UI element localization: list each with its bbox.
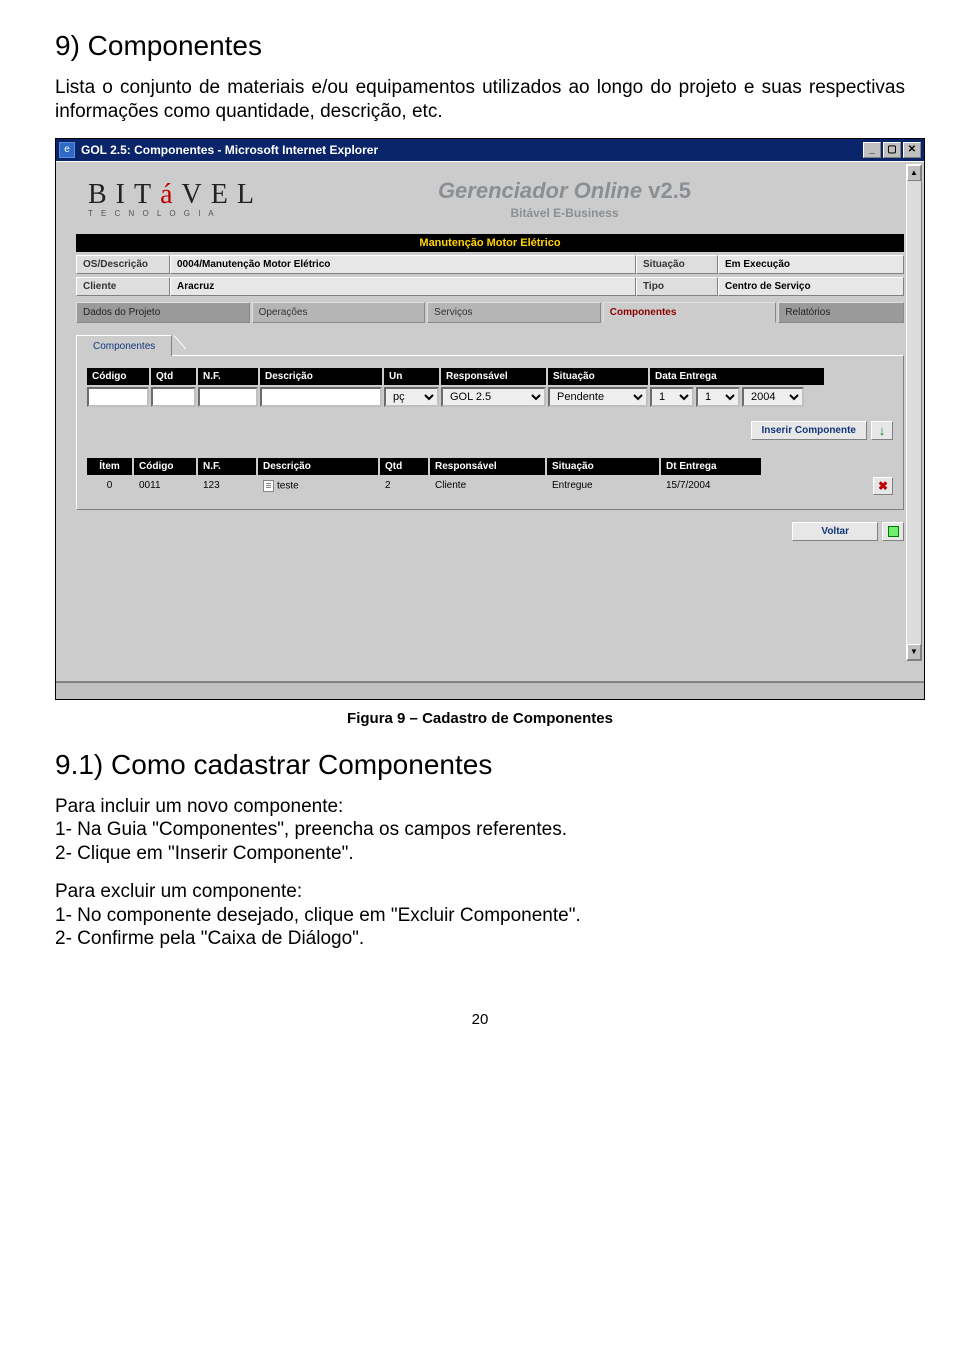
hdr-qtd: Qtd <box>151 368 196 385</box>
cliente-value: Aracruz <box>170 277 636 296</box>
os-value: 0004/Manutenção Motor Elétrico <box>170 255 636 274</box>
logo-text-accent: á <box>160 179 181 210</box>
day-select[interactable]: 1 <box>650 387 694 407</box>
banner-version: v2.5 <box>648 178 691 203</box>
scroll-up-icon[interactable]: ▲ <box>907 165 921 181</box>
lh-situacao: Situação <box>547 458 659 475</box>
include-step1: 1- Na Guia "Componentes", preencha os ca… <box>55 818 905 842</box>
lh-qtd: Qtd <box>380 458 428 475</box>
lh-codigo: Código <box>134 458 196 475</box>
os-label: OS/Descrição <box>76 255 170 274</box>
banner-subtitle: Bitável E-Business <box>233 206 896 220</box>
maximize-button[interactable]: ▢ <box>883 142 901 158</box>
browser-window: e GOL 2.5: Componentes - Microsoft Inter… <box>55 138 925 700</box>
banner-title: Gerenciador Online v2.5 <box>233 178 896 204</box>
tab-relatorios[interactable]: Relatórios <box>778 302 904 323</box>
tab-servicos[interactable]: Serviços <box>427 302 601 323</box>
hdr-situacao: Situação <box>548 368 648 385</box>
hdr-un: Un <box>384 368 439 385</box>
subsection-heading: 9.1) Como cadastrar Componentes <box>55 749 905 781</box>
cell-item: 0 <box>87 477 132 494</box>
tab-componentes[interactable]: Componentes <box>603 302 777 323</box>
hdr-nf: N.F. <box>198 368 258 385</box>
lh-dt-entrega: Dt Entrega <box>661 458 761 475</box>
month-select[interactable]: 1 <box>696 387 740 407</box>
ie-icon: e <box>59 142 75 158</box>
exclude-step2: 2- Confirme pela "Caixa de Diálogo". <box>55 927 905 951</box>
exclude-step1: 1- No componente desejado, clique em "Ex… <box>55 904 905 928</box>
cliente-label: Cliente <box>76 277 170 296</box>
table-row: 0 0011 123 teste 2 Cliente Entregue 15/7… <box>87 477 893 495</box>
tipo-value: Centro de Serviço <box>718 277 904 296</box>
voltar-button[interactable]: Voltar <box>792 522 878 541</box>
year-select[interactable]: 2004 <box>742 387 804 407</box>
vertical-scrollbar[interactable]: ▲ ▼ <box>906 164 922 661</box>
nf-input[interactable] <box>198 387 258 407</box>
cell-nf: 123 <box>198 477 256 494</box>
intro-paragraph: Lista o conjunto de materiais e/ou equip… <box>55 76 905 124</box>
descricao-link[interactable]: teste <box>277 480 299 491</box>
square-icon <box>888 526 899 537</box>
include-step2: 2- Clique em "Inserir Componente". <box>55 842 905 866</box>
descricao-input[interactable] <box>260 387 382 407</box>
banner-title-text: Gerenciador Online <box>438 178 648 203</box>
list-header-row: Ítem Código N.F. Descrição Qtd Responsáv… <box>87 458 893 475</box>
cell-responsavel: Cliente <box>430 477 545 494</box>
add-icon[interactable]: ↓ <box>871 421 893 440</box>
figure-caption: Figura 9 – Cadastro de Componentes <box>55 710 905 727</box>
window-titlebar: e GOL 2.5: Componentes - Microsoft Inter… <box>56 139 924 161</box>
delete-row-button[interactable]: ✖ <box>873 477 893 495</box>
responsavel-select[interactable]: GOL 2.5 <box>441 387 546 407</box>
codigo-input[interactable] <box>87 387 149 407</box>
hdr-descricao: Descrição <box>260 368 382 385</box>
section-heading: 9) Componentes <box>55 30 905 62</box>
situacao-select[interactable]: Pendente <box>548 387 648 407</box>
close-button[interactable]: ✕ <box>903 142 921 158</box>
cell-descricao: teste <box>258 477 378 495</box>
page-number: 20 <box>55 1011 905 1028</box>
logo-text-part1: BIT <box>88 179 160 210</box>
scroll-down-icon[interactable]: ▼ <box>907 644 921 660</box>
window-title: GOL 2.5: Componentes - Microsoft Interne… <box>81 143 863 157</box>
include-intro: Para incluir um novo componente: <box>55 795 905 819</box>
hdr-codigo: Código <box>87 368 149 385</box>
info-row-cliente: Cliente Aracruz Tipo Centro de Serviço <box>76 277 904 296</box>
panel-tab-diagonal <box>172 334 186 356</box>
cell-qtd: 2 <box>380 477 428 494</box>
qtd-input[interactable] <box>151 387 196 407</box>
context-bar: Manutenção Motor Elétrico <box>76 234 904 252</box>
tab-dados-projeto[interactable]: Dados do Projeto <box>76 302 250 323</box>
form-inputs-row: pç GOL 2.5 Pendente 1 1 2004 <box>87 387 893 407</box>
inserir-componente-button[interactable]: Inserir Componente <box>751 421 867 440</box>
document-icon <box>263 480 274 492</box>
lh-item: Ítem <box>87 458 132 475</box>
tipo-label: Tipo <box>636 277 718 296</box>
un-select[interactable]: pç <box>384 387 439 407</box>
panel-tab-componentes[interactable]: Componentes <box>76 335 172 356</box>
minimize-button[interactable]: _ <box>863 142 881 158</box>
componentes-panel: Componentes Código Qtd N.F. Descrição Un… <box>76 333 904 510</box>
cell-situacao: Entregue <box>547 477 659 494</box>
voltar-icon[interactable] <box>882 522 904 541</box>
situacao-label: Situação <box>636 255 718 274</box>
header-banner: BITáVEL T E C N O L O G I A Gerenciador … <box>76 162 904 234</box>
hdr-responsavel: Responsável <box>441 368 546 385</box>
lh-responsavel: Responsável <box>430 458 545 475</box>
cell-dt: 15/7/2004 <box>661 477 761 494</box>
lh-nf: N.F. <box>198 458 256 475</box>
form-header-row: Código Qtd N.F. Descrição Un Responsável… <box>87 368 893 385</box>
hdr-data-entrega: Data Entrega <box>650 368 824 385</box>
status-bar <box>56 681 924 699</box>
cell-codigo: 0011 <box>134 477 196 494</box>
tab-operacoes[interactable]: Operações <box>252 302 426 323</box>
nav-tabs: Dados do Projeto Operações Serviços Comp… <box>76 302 904 323</box>
info-row-os: OS/Descrição 0004/Manutenção Motor Elétr… <box>76 255 904 274</box>
exclude-intro: Para excluir um componente: <box>55 880 905 904</box>
lh-descricao: Descrição <box>258 458 378 475</box>
situacao-value: Em Execução <box>718 255 904 274</box>
